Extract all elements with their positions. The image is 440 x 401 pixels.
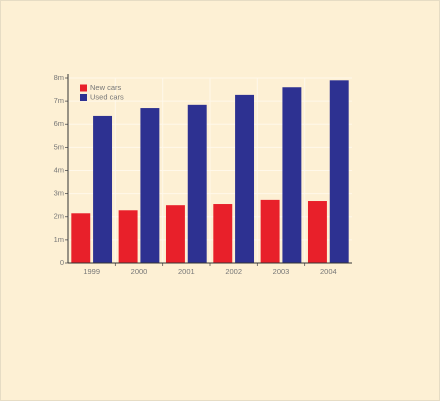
legend-label: Used cars <box>90 92 124 101</box>
x-tick-label: 2001 <box>178 267 195 276</box>
x-tick-label: 2004 <box>320 267 337 276</box>
bar <box>187 104 207 263</box>
bar <box>282 87 302 263</box>
bar <box>165 205 185 263</box>
y-tick-label: 0 <box>60 258 64 267</box>
bar <box>118 210 138 263</box>
x-tick-label: 2000 <box>131 267 148 276</box>
bar <box>329 80 349 263</box>
legend-swatch <box>80 84 87 92</box>
legend-swatch <box>80 94 87 101</box>
y-tick-label: 2m <box>54 212 64 221</box>
y-tick-label: 1m <box>54 235 64 244</box>
x-tick-label: 2003 <box>273 267 290 276</box>
x-tick-label: 1999 <box>83 267 100 276</box>
y-tick-label: 4m <box>54 165 64 174</box>
bar <box>260 199 280 263</box>
bar <box>71 213 91 263</box>
bar <box>213 204 233 263</box>
bar <box>307 201 327 263</box>
legend-label: New cars <box>90 83 122 92</box>
y-tick-label: 7m <box>54 96 64 105</box>
x-tick-label: 2002 <box>225 267 242 276</box>
bar <box>235 94 255 263</box>
y-tick-label: 8m <box>54 73 64 82</box>
y-tick-label: 3m <box>54 189 64 198</box>
y-tick-label: 5m <box>54 142 64 151</box>
y-tick-label: 6m <box>54 119 64 128</box>
bar <box>93 115 113 263</box>
bar <box>140 108 160 263</box>
